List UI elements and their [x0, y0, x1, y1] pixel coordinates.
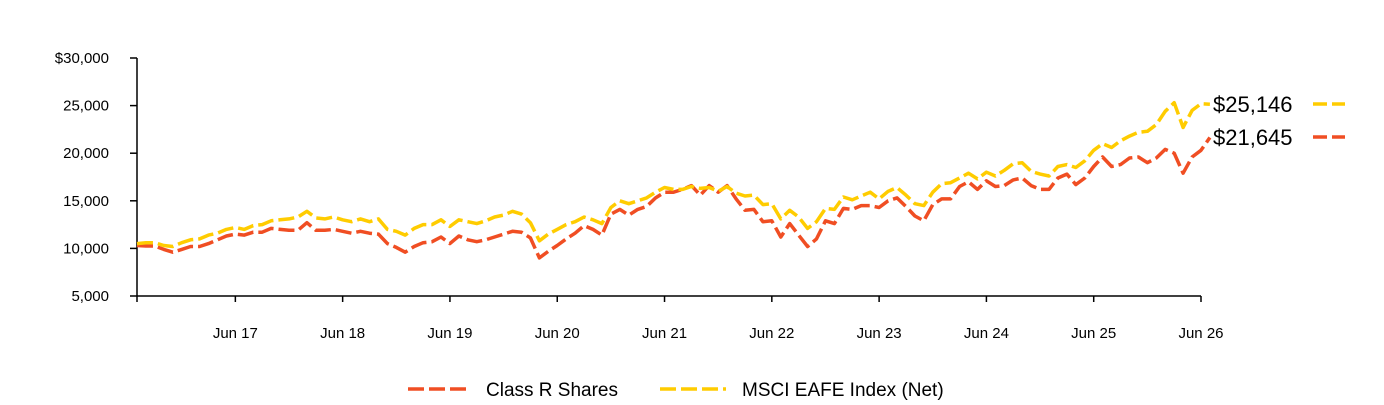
x-tick-label: Jun 20	[535, 325, 580, 342]
legend-label-0: Class R Shares	[486, 380, 618, 401]
x-tick-label: Jun 26	[1178, 325, 1223, 342]
x-axis: Jun 17 Jun 18 Jun 19 Jun 20 Jun 21 Jun 22 Jun …	[136, 295, 1224, 342]
end-label-0: $21,645	[1213, 125, 1293, 150]
y-tick-label: $30,000	[55, 50, 109, 67]
x-tick-label: Jun 18	[320, 325, 365, 342]
end-label-1: $25,146	[1213, 92, 1293, 117]
legend-label-1: MSCI EAFE Index (Net)	[742, 380, 944, 401]
x-tick-label: Jun 24	[964, 325, 1009, 342]
y-tick-label: 25,000	[63, 98, 109, 115]
y-tick-label: 10,000	[63, 240, 109, 257]
end-labels: $21,645 $25,146	[1213, 92, 1345, 150]
y-axis: 5,000 10,000 15,000 20,000 25,000 $30,000	[55, 50, 138, 305]
y-tick-label: 5,000	[71, 288, 109, 305]
x-tick-label: Jun 23	[857, 325, 902, 342]
series-layer	[136, 100, 1212, 260]
x-tick-label: Jun 17	[213, 325, 258, 342]
y-tick-label: 15,000	[63, 193, 109, 210]
series-line-1	[136, 100, 1210, 249]
x-tick-label: Jun 19	[427, 325, 472, 342]
series-line-0	[136, 136, 1212, 260]
x-tick-label: Jun 21	[642, 325, 687, 342]
legend: Class R Shares MSCI EAFE Index (Net)	[408, 380, 944, 401]
x-tick-label: Jun 22	[749, 325, 794, 342]
x-tick-label: Jun 25	[1071, 325, 1116, 342]
y-tick-label: 20,000	[63, 145, 109, 162]
